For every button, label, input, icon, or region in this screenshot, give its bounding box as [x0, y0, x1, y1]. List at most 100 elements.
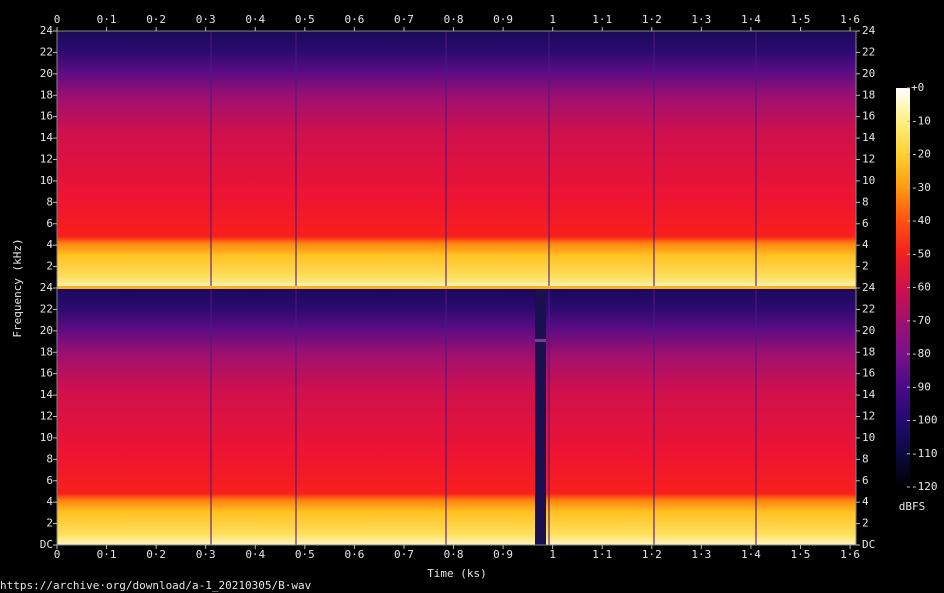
- y-tick-label: 16: [40, 110, 53, 123]
- y-tick-label: 6: [46, 217, 53, 230]
- colorbar-tick-label: -90: [911, 380, 931, 393]
- x-tick-label: 1·1: [592, 548, 612, 561]
- x-tick-label: 1·4: [741, 548, 761, 561]
- y-tick-label: 2: [46, 517, 53, 530]
- x-tick-label: 0·6: [344, 13, 364, 26]
- y-tick-label: 8: [46, 452, 53, 465]
- x-tick-label: 0·2: [146, 548, 166, 561]
- y-tick-label: 8: [862, 195, 869, 208]
- y-tick-label: 2: [46, 260, 53, 273]
- y-tick-label: 20: [40, 67, 53, 80]
- y-tick-label: 10: [862, 431, 875, 444]
- y-tick-label: 22: [862, 45, 875, 58]
- y-tick-label: 16: [862, 110, 875, 123]
- x-tick-label: 1·4: [741, 13, 761, 26]
- y-tick-label: 20: [862, 324, 875, 337]
- colorbar-tick-label: -30: [911, 181, 931, 194]
- x-tick-label: 0·2: [146, 13, 166, 26]
- x-tick-label: 0·6: [344, 548, 364, 561]
- y-tick-label: 2: [862, 260, 869, 273]
- x-tick-label: 0·1: [97, 548, 117, 561]
- colorbar-tick-label: -50: [911, 247, 931, 260]
- y-tick-label: 22: [40, 45, 53, 58]
- y-tick-label: 24: [862, 24, 876, 37]
- x-tick-label: 0·4: [245, 548, 265, 561]
- gap-line: [535, 339, 546, 342]
- y-tick-label: 14: [40, 388, 54, 401]
- x-tick-label: 1·6: [840, 548, 860, 561]
- colorbar-tick-label: -10: [911, 114, 931, 127]
- y-tick-label: 16: [40, 367, 53, 380]
- spectrogram-image: [57, 31, 856, 545]
- y-tick-label: 20: [40, 324, 53, 337]
- x-tick-label: 0: [54, 13, 61, 26]
- x-tick-label: 1·2: [642, 13, 662, 26]
- colorbar-tick-label: -80: [911, 347, 931, 360]
- colorbar-tick-label: -70: [911, 314, 931, 327]
- y-tick-label: 6: [862, 217, 869, 230]
- x-tick-label: 1·2: [642, 548, 662, 561]
- colorbar-tick-label: -120: [911, 480, 938, 493]
- x-tick-label: 0·7: [394, 13, 414, 26]
- y-tick-label: 4: [862, 495, 869, 508]
- colorbar-tick-label: -40: [911, 214, 931, 227]
- colorbar-tick-label: -60: [911, 281, 931, 294]
- y-tick-label: 12: [40, 153, 53, 166]
- y-tick-label: 12: [862, 153, 875, 166]
- source-url: https://archive·org/download/a-1_2021030…: [0, 579, 312, 592]
- channel-top: [57, 31, 856, 288]
- x-tick-label: 0·4: [245, 13, 265, 26]
- x-tick-label: 1: [549, 13, 556, 26]
- y-tick-label: 14: [862, 388, 876, 401]
- x-tick-label: 0·5: [295, 13, 315, 26]
- y-tick-label: 24: [862, 281, 876, 294]
- y-tick-label: 20: [862, 67, 875, 80]
- y-tick-label: 18: [40, 88, 53, 101]
- x-tick-label: 1: [549, 548, 556, 561]
- channel-bottom: [57, 288, 856, 545]
- x-tick-label: 1·3: [691, 548, 711, 561]
- y-tick-label: 12: [862, 410, 875, 423]
- colorbar-tick-label: -100: [911, 414, 938, 427]
- y-tick-label: 8: [46, 195, 53, 208]
- colorbar-tick-label: -110: [911, 447, 938, 460]
- x-tick-label: 1·3: [691, 13, 711, 26]
- y-tick-label: 18: [862, 345, 875, 358]
- x-tick-label: 1·1: [592, 13, 612, 26]
- channel-divider: [57, 286, 856, 289]
- silent-gap: [535, 288, 546, 545]
- y-axis-label: Frequency (kHz): [11, 238, 24, 337]
- y-tick-label: 10: [40, 174, 53, 187]
- x-tick-label: 1·5: [791, 13, 811, 26]
- x-axis-label: Time (ks): [427, 567, 487, 580]
- colorbar-tick-label: -20: [911, 148, 931, 161]
- x-tick-label: 0·8: [444, 548, 464, 561]
- y-tick-label: 8: [862, 452, 869, 465]
- x-tick-label: 0·9: [493, 13, 513, 26]
- y-tick-label: 24: [40, 281, 54, 294]
- y-tick-label: DC: [40, 538, 53, 551]
- x-tick-label: 0·3: [196, 548, 216, 561]
- y-tick-label: 22: [862, 302, 875, 315]
- x-tick-label: 1·6: [840, 13, 860, 26]
- y-tick-label: 16: [862, 367, 875, 380]
- x-tick-label: 0·3: [196, 13, 216, 26]
- x-tick-label: 0: [54, 548, 61, 561]
- x-tick-label: 1·5: [791, 548, 811, 561]
- y-tick-label: DC: [862, 538, 875, 551]
- y-tick-label: 4: [862, 238, 869, 251]
- colorbar-label: dBFS: [899, 500, 926, 513]
- y-tick-label: 18: [40, 345, 53, 358]
- y-tick-label: 10: [862, 174, 875, 187]
- y-tick-label: 2: [862, 517, 869, 530]
- y-tick-label: 10: [40, 431, 53, 444]
- x-tick-label: 0·7: [394, 548, 414, 561]
- x-tick-label: 0·9: [493, 548, 513, 561]
- y-tick-label: 14: [40, 131, 54, 144]
- y-tick-label: 14: [862, 131, 876, 144]
- y-tick-label: 4: [46, 495, 53, 508]
- y-tick-label: 6: [46, 474, 53, 487]
- x-tick-label: 0·1: [97, 13, 117, 26]
